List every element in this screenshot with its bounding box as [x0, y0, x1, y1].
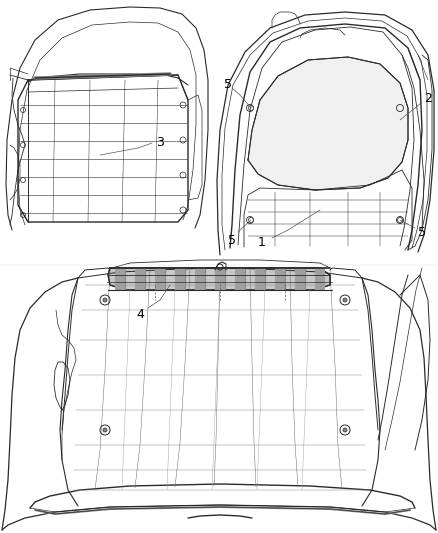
- Bar: [115, 268, 125, 290]
- Polygon shape: [248, 57, 408, 190]
- Bar: [155, 268, 165, 290]
- Text: 2: 2: [424, 93, 432, 106]
- Text: 1: 1: [258, 236, 266, 248]
- Text: 5: 5: [228, 233, 236, 246]
- Circle shape: [103, 428, 107, 432]
- Bar: [135, 268, 145, 290]
- Text: 5: 5: [418, 225, 426, 238]
- Bar: [255, 268, 265, 290]
- Circle shape: [343, 298, 347, 302]
- Polygon shape: [5, 5, 210, 235]
- Bar: [295, 268, 305, 290]
- Circle shape: [103, 298, 107, 302]
- Text: 5: 5: [224, 77, 232, 91]
- Circle shape: [343, 428, 347, 432]
- Text: 3: 3: [156, 135, 164, 149]
- Polygon shape: [0, 268, 438, 533]
- Polygon shape: [215, 10, 435, 260]
- Bar: [315, 268, 325, 290]
- Bar: [195, 268, 205, 290]
- Bar: [275, 268, 285, 290]
- Polygon shape: [108, 268, 330, 290]
- Bar: [215, 268, 225, 290]
- Bar: [235, 268, 245, 290]
- Bar: [175, 268, 185, 290]
- Text: 4: 4: [136, 308, 144, 320]
